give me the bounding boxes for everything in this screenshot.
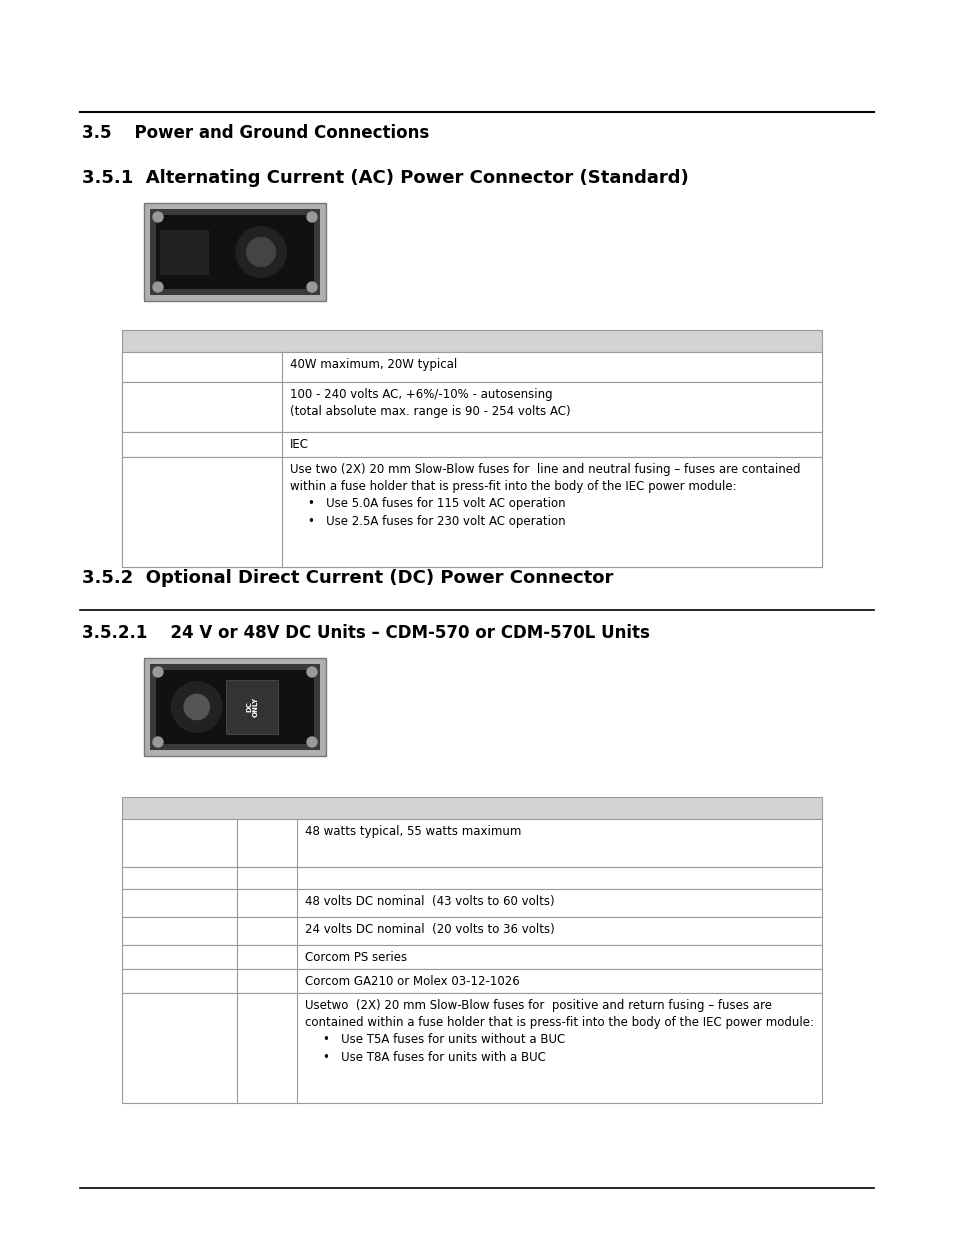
Text: •   Use 2.5A fuses for 230 volt AC operation: • Use 2.5A fuses for 230 volt AC operati…: [308, 515, 565, 529]
Text: Corcom PS series: Corcom PS series: [305, 951, 407, 965]
Text: 48 watts typical, 55 watts maximum: 48 watts typical, 55 watts maximum: [305, 825, 521, 839]
Circle shape: [184, 694, 209, 720]
Bar: [122, 797, 821, 819]
Bar: [122, 867, 821, 889]
Circle shape: [307, 667, 316, 677]
Bar: [122, 330, 821, 352]
Bar: [122, 993, 821, 1103]
Bar: [122, 457, 821, 567]
Circle shape: [307, 737, 316, 747]
Bar: [122, 352, 821, 382]
Text: Usetwo  (2X) 20 mm Slow-Blow fuses for  positive and return fusing – fuses are
c: Usetwo (2X) 20 mm Slow-Blow fuses for po…: [305, 999, 813, 1029]
Text: •   Use T8A fuses for units with a BUC: • Use T8A fuses for units with a BUC: [323, 1051, 545, 1065]
Text: IEC: IEC: [290, 438, 309, 451]
Text: 24 volts DC nominal  (20 volts to 36 volts): 24 volts DC nominal (20 volts to 36 volt…: [305, 923, 554, 936]
Circle shape: [152, 282, 163, 291]
Bar: [144, 658, 326, 756]
Text: •   Use 5.0A fuses for 115 volt AC operation: • Use 5.0A fuses for 115 volt AC operati…: [308, 496, 565, 510]
Bar: [122, 352, 821, 567]
Bar: [122, 918, 821, 945]
Text: 3.5.2.1    24 V or 48V DC Units – CDM-570 or CDM-570L Units: 3.5.2.1 24 V or 48V DC Units – CDM-570 o…: [82, 624, 649, 642]
Bar: [122, 945, 821, 969]
Text: 48 volts DC nominal  (43 volts to 60 volts): 48 volts DC nominal (43 volts to 60 volt…: [305, 895, 554, 908]
Bar: [226, 680, 278, 734]
Text: 3.5    Power and Ground Connections: 3.5 Power and Ground Connections: [82, 124, 429, 142]
Circle shape: [172, 682, 222, 732]
Text: DC
ONLY: DC ONLY: [246, 697, 258, 718]
Bar: [122, 819, 821, 867]
Text: 100 - 240 volts AC, +6%/-10% - autosensing
(total absolute max. range is 90 - 25: 100 - 240 volts AC, +6%/-10% - autosensi…: [290, 388, 570, 417]
Circle shape: [307, 212, 316, 222]
Circle shape: [235, 227, 286, 277]
Circle shape: [152, 737, 163, 747]
Text: 40W maximum, 20W typical: 40W maximum, 20W typical: [290, 358, 456, 370]
Circle shape: [152, 212, 163, 222]
Bar: [122, 382, 821, 432]
Bar: [160, 230, 209, 274]
Text: Use two (2X) 20 mm Slow-Blow fuses for  line and neutral fusing – fuses are cont: Use two (2X) 20 mm Slow-Blow fuses for l…: [290, 463, 800, 493]
Bar: [156, 671, 314, 743]
Bar: [150, 209, 319, 295]
Bar: [122, 432, 821, 457]
Circle shape: [152, 667, 163, 677]
Circle shape: [307, 282, 316, 291]
Bar: [122, 969, 821, 993]
Text: 3.5.2  Optional Direct Current (DC) Power Connector: 3.5.2 Optional Direct Current (DC) Power…: [82, 569, 613, 587]
Bar: [144, 203, 326, 301]
Text: •   Use T5A fuses for units without a BUC: • Use T5A fuses for units without a BUC: [323, 1032, 565, 1046]
Circle shape: [247, 237, 275, 267]
Text: Corcom GA210 or Molex 03-12-1026: Corcom GA210 or Molex 03-12-1026: [305, 974, 519, 988]
Bar: [150, 664, 319, 750]
Bar: [122, 889, 821, 918]
Bar: [156, 215, 314, 289]
Text: 3.5.1  Alternating Current (AC) Power Connector (Standard): 3.5.1 Alternating Current (AC) Power Con…: [82, 169, 688, 186]
